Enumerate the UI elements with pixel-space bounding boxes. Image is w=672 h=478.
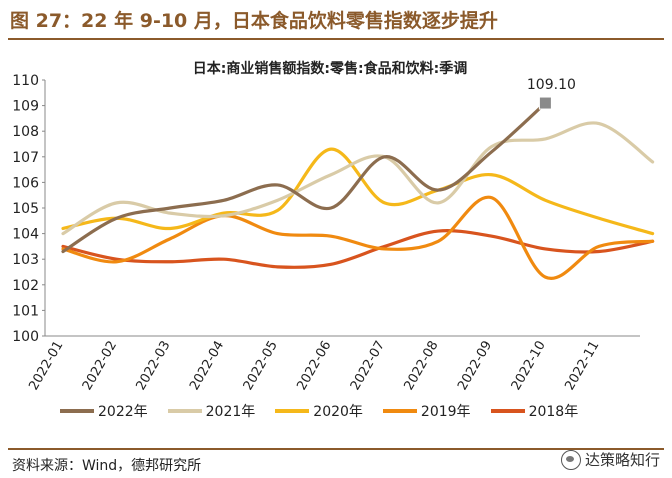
x-tick-label: 2022-04 xyxy=(187,339,227,394)
series-line-2019年 xyxy=(61,195,655,280)
x-tick-label: 2022-10 xyxy=(509,339,549,394)
y-tick-label: 105 xyxy=(12,201,39,217)
watermark-text: 达策略知行 xyxy=(584,451,660,469)
y-tick-label: 108 xyxy=(12,124,39,140)
annotation-marker xyxy=(538,96,552,110)
y-tick-label: 104 xyxy=(12,227,39,243)
bottom-rule xyxy=(8,448,664,450)
legend-item: 2018年 xyxy=(490,401,579,421)
legend-label: 2018年 xyxy=(528,404,579,420)
y-tick-label: 106 xyxy=(12,175,39,191)
x-tick-label: 2022-01 xyxy=(26,339,66,394)
legend-item: 2020年 xyxy=(275,401,363,421)
x-tick-label: 2022-09 xyxy=(455,339,495,394)
series-line-2018年 xyxy=(61,229,655,269)
line-chart: 日本:商业销售额指数:零售:食品和饮料:季调 10010110210310410… xyxy=(12,60,655,393)
legend-swatch xyxy=(490,409,525,413)
legend-label: 2020年 xyxy=(313,404,363,420)
x-tick-label: 2022-07 xyxy=(348,339,388,394)
watermark: 达策略知行 xyxy=(560,449,660,470)
x-tick-label: 2022-05 xyxy=(241,339,281,394)
wechat-icon xyxy=(560,449,581,470)
legend-item: 2022年 xyxy=(60,401,148,421)
x-tick-label: 2022-08 xyxy=(402,339,442,394)
y-tick-label: 109 xyxy=(12,99,39,115)
series-line-2022年 xyxy=(61,101,547,254)
y-tick-label: 102 xyxy=(12,278,39,294)
x-tick-label: 2022-11 xyxy=(562,339,602,394)
legend-swatch xyxy=(275,409,310,413)
annotation-label: 109.10 xyxy=(527,77,576,93)
y-tick-label: 100 xyxy=(12,329,39,345)
top-rule xyxy=(8,38,664,40)
legend-item: 2019年 xyxy=(382,401,471,421)
chart-title: 日本:商业销售额指数:零售:食品和饮料:季调 xyxy=(193,60,467,77)
source-note: 资料来源：Wind，德邦研究所 xyxy=(12,458,202,474)
y-tick-label: 110 xyxy=(12,73,39,89)
series-line-2021年 xyxy=(61,121,655,236)
figure-title: 图 27：22 年 9-10 月，日本食品饮料零售指数逐步提升 xyxy=(10,10,498,32)
legend: 2022年 2021年 2020年 2019年 2018年 xyxy=(60,401,578,421)
legend-label: 2022年 xyxy=(98,404,148,420)
legend-label: 2019年 xyxy=(420,404,471,420)
annotations: 109.10 xyxy=(527,77,576,110)
axes: 100 101 102 103 104 105 106 107 108 109 110 2022-01… xyxy=(12,73,640,393)
legend-label: 2021年 xyxy=(205,404,256,420)
series-lines xyxy=(61,101,655,280)
legend-item: 2021年 xyxy=(167,401,256,421)
legend-swatch xyxy=(167,409,202,413)
x-tick-label: 2022-02 xyxy=(80,339,120,394)
legend-swatch xyxy=(60,409,94,413)
y-tick-label: 107 xyxy=(12,150,39,166)
x-tick-label: 2022-03 xyxy=(134,339,174,394)
y-tick-label: 101 xyxy=(12,303,39,319)
legend-swatch xyxy=(382,409,417,413)
y-tick-label: 103 xyxy=(12,252,39,268)
x-tick-label: 2022-06 xyxy=(294,339,334,394)
